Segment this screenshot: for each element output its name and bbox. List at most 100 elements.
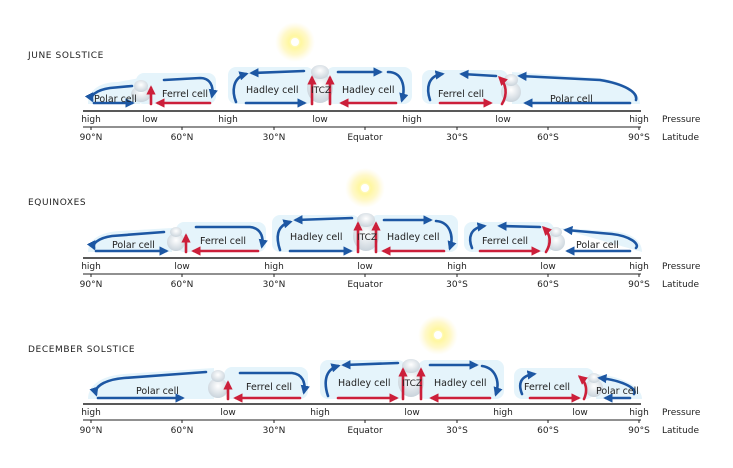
cell-label: Polar cell xyxy=(596,386,639,397)
latitude-label: 60°S xyxy=(537,426,559,436)
latitude-label: 90°S xyxy=(628,280,650,290)
cell-bg xyxy=(136,73,216,104)
axis-ticks xyxy=(90,420,640,423)
circulation-arrows xyxy=(84,67,638,108)
circulation-arrows xyxy=(86,215,639,256)
pressure-row-label: Pressure xyxy=(662,115,701,125)
pressure-row-label: Pressure xyxy=(662,262,701,272)
axis-ticks xyxy=(90,274,640,277)
latitude-label: 60°N xyxy=(171,133,194,143)
pressure-label: low xyxy=(540,262,555,272)
panel-equinoxes: EQUINOXES xyxy=(28,168,701,290)
itcz-label: ITCZ xyxy=(357,233,377,243)
pressure-label: low xyxy=(357,262,372,272)
cell-label: Polar cell xyxy=(112,240,155,251)
pressure-label: high xyxy=(493,408,513,418)
cell-label: Polar cell xyxy=(550,94,593,105)
latitude-label: 60°N xyxy=(171,280,194,290)
cell-bg xyxy=(176,222,266,252)
pressure-label: high xyxy=(264,262,284,272)
latitude-label: Equator xyxy=(347,280,383,290)
cell-label: Hadley cell xyxy=(290,232,342,243)
latitude-label: 90°N xyxy=(80,426,103,436)
axis-ticks xyxy=(90,127,640,130)
cell-label: Hadley cell xyxy=(338,378,390,389)
latitude-label: Equator xyxy=(347,133,383,143)
latitude-label: Equator xyxy=(347,426,383,436)
pressure-label: low xyxy=(174,262,189,272)
cloud-icon xyxy=(547,227,565,251)
latitude-label: 90°S xyxy=(628,426,650,436)
pressure-label: low xyxy=(142,115,157,125)
latitude-label: 30°N xyxy=(263,280,286,290)
itcz-label: ITCZ xyxy=(311,86,331,96)
cell-bg xyxy=(370,215,458,252)
latitude-label: 60°S xyxy=(537,280,559,290)
latitude-label: 30°N xyxy=(263,133,286,143)
latitude-row-label: Latitude xyxy=(662,280,700,290)
cloud-icon xyxy=(208,370,228,398)
cell-bg xyxy=(558,228,642,252)
panel-june-solstice: JUNE SOLSTICE xyxy=(27,22,701,143)
pressure-label: high xyxy=(402,115,422,125)
cell-label: Hadley cell xyxy=(387,232,439,243)
cell-bg xyxy=(224,367,308,399)
cell-bg xyxy=(320,360,406,399)
cell-label: Ferrel cell xyxy=(438,89,484,100)
latitude-label: 90°S xyxy=(628,133,650,143)
cloud-icon xyxy=(167,227,185,251)
cell-label: Ferrel cell xyxy=(246,382,292,393)
pressure-label: high xyxy=(629,262,649,272)
pressure-label: high xyxy=(629,408,649,418)
latitude-label: 90°N xyxy=(80,133,103,143)
cell-label: Polar cell xyxy=(94,94,137,105)
cell-bg xyxy=(418,360,504,399)
pressure-label: high xyxy=(629,115,649,125)
pressure-label: low xyxy=(404,408,419,418)
cell-bg xyxy=(88,368,214,399)
pressure-label: low xyxy=(572,408,587,418)
latitude-row-label: Latitude xyxy=(662,133,700,143)
panel-december-solstice: DECEMBER SOLSTICE xyxy=(28,315,701,436)
latitude-label: 30°N xyxy=(263,426,286,436)
cell-label: Polar cell xyxy=(136,386,179,397)
itcz-label: ITCZ xyxy=(402,379,422,389)
sun-core xyxy=(434,331,442,339)
cell-label: Ferrel cell xyxy=(524,382,570,393)
sun-core xyxy=(361,184,369,192)
sun-core xyxy=(291,38,299,46)
cell-bg xyxy=(88,78,140,104)
cell-bg xyxy=(326,67,412,104)
cell-bg xyxy=(512,72,640,104)
pressure-label: low xyxy=(495,115,510,125)
cloud-icon xyxy=(131,80,151,102)
latitude-label: 30°S xyxy=(446,280,468,290)
pressure-label: high xyxy=(447,262,467,272)
cell-label: Hadley cell xyxy=(434,378,486,389)
season-title: JUNE SOLSTICE xyxy=(27,51,104,61)
latitude-label: 60°N xyxy=(171,426,194,436)
cell-label: Ferrel cell xyxy=(482,236,528,247)
cell-label: Ferrel cell xyxy=(200,236,246,247)
pressure-label: high xyxy=(81,408,101,418)
latitude-label: 60°S xyxy=(537,133,559,143)
pressure-label: high xyxy=(81,115,101,125)
pressure-label: low xyxy=(312,115,327,125)
season-title: EQUINOXES xyxy=(28,198,86,208)
pressure-row-label: Pressure xyxy=(662,408,701,418)
pressure-label: high xyxy=(81,262,101,272)
latitude-label: 30°S xyxy=(446,426,468,436)
latitude-row-label: Latitude xyxy=(662,426,700,436)
pressure-label: high xyxy=(310,408,330,418)
season-title: DECEMBER SOLSTICE xyxy=(28,345,135,355)
latitude-label: 30°S xyxy=(446,133,468,143)
pressure-label: high xyxy=(218,115,238,125)
latitude-label: 90°N xyxy=(80,280,103,290)
cell-label: Hadley cell xyxy=(246,85,298,96)
cloud-icon xyxy=(585,373,603,397)
cell-label: Polar cell xyxy=(576,240,619,251)
cell-label: Hadley cell xyxy=(342,85,394,96)
circulation-arrows xyxy=(89,360,636,403)
pressure-label: low xyxy=(220,408,235,418)
